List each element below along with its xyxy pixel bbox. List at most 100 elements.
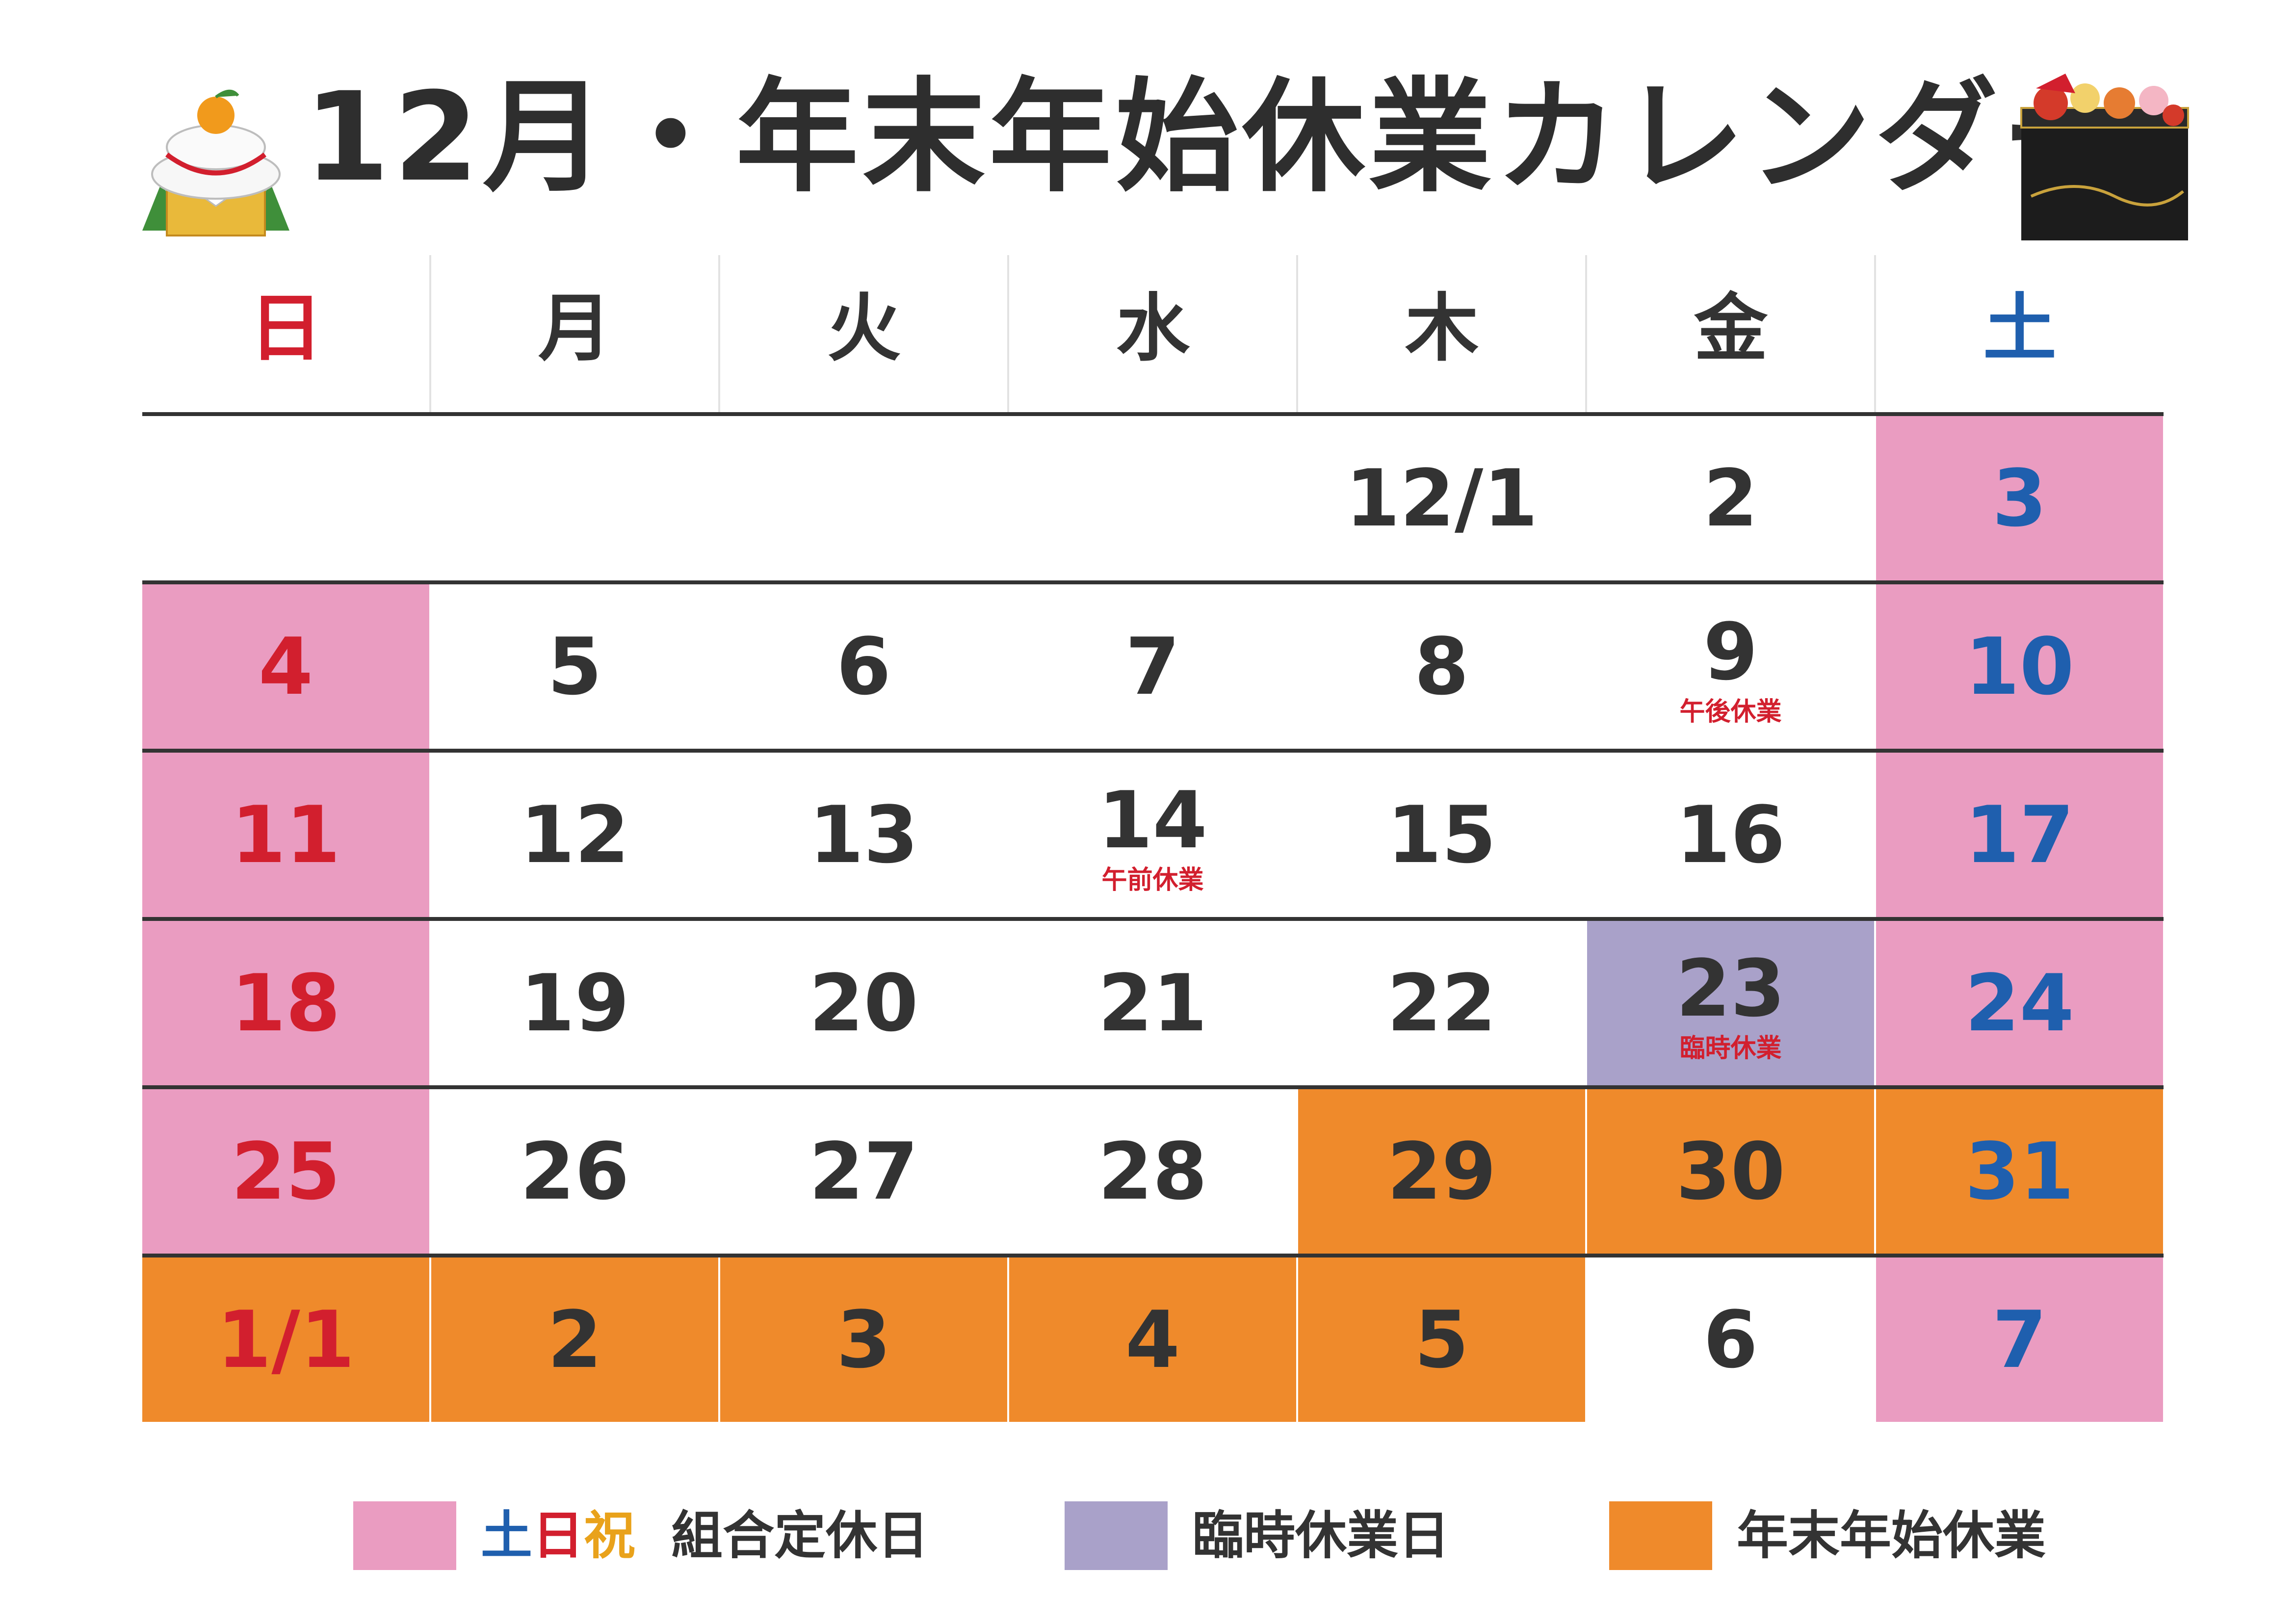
day-number: 11 xyxy=(231,788,340,881)
day-number: 4 xyxy=(1125,1293,1180,1386)
day-number: 13 xyxy=(809,788,918,881)
day-cell: 13 xyxy=(720,753,1007,917)
day-number: 12/1 xyxy=(1345,452,1538,544)
day-number: 6 xyxy=(1703,1293,1758,1386)
legend-temporary-label: 臨時休業日 xyxy=(1192,1506,1450,1566)
row-divider xyxy=(142,917,2164,921)
legend-holiday-char: 祝 xyxy=(584,1506,636,1566)
day-cell: 18 xyxy=(142,921,429,1085)
day-cell: 8 xyxy=(1298,584,1585,749)
column-divider xyxy=(718,255,720,412)
day-cell: 12 xyxy=(431,753,718,917)
weekday-wednesday: 水 xyxy=(1116,286,1190,371)
day-number: 29 xyxy=(1387,1125,1496,1217)
day-cell: 3 xyxy=(1876,416,2163,580)
day-cell: 11 xyxy=(142,753,429,917)
column-divider xyxy=(1007,255,1009,412)
day-cell: 5 xyxy=(431,584,718,749)
day-number: 22 xyxy=(1387,957,1496,1049)
weekday-sunday: 日 xyxy=(249,286,323,371)
day-cell: 22 xyxy=(1298,921,1585,1085)
day-number: 24 xyxy=(1965,957,2074,1049)
day-number: 21 xyxy=(1098,957,1207,1049)
day-cell: 7 xyxy=(1876,1257,2163,1422)
legend-year-end-swatch xyxy=(1609,1501,1712,1570)
day-number: 5 xyxy=(1414,1293,1469,1386)
day-number: 31 xyxy=(1965,1125,2074,1217)
legend-sat-char: 土 xyxy=(481,1506,533,1566)
column-divider xyxy=(1874,255,1876,412)
day-number: 2 xyxy=(547,1293,602,1386)
day-cell xyxy=(1009,416,1296,580)
day-number: 20 xyxy=(809,957,918,1049)
column-divider xyxy=(1585,255,1587,412)
day-note: 午前休業 xyxy=(1101,865,1204,895)
osechi-box-icon xyxy=(2020,74,2189,240)
day-number: 14 xyxy=(1098,774,1207,866)
day-number: 30 xyxy=(1676,1125,1785,1217)
legend-weekend-label: 土日祝 組合定休日 xyxy=(481,1501,929,1570)
column-divider xyxy=(1296,255,1298,412)
day-number: 7 xyxy=(1125,620,1180,712)
day-cell xyxy=(720,416,1007,580)
day-cell: 20 xyxy=(720,921,1007,1085)
calendar-grid: 12/1 2 3 4 5 6 7 8 9 午後休業 10 11 12 13 14 午前休業 15 16 17 18 19… xyxy=(142,416,2164,1427)
day-cell: 2 xyxy=(431,1257,718,1422)
day-cell: 6 xyxy=(1587,1257,1874,1422)
weekday-header: 日 月 火 水 木 金 土 xyxy=(142,255,2164,402)
day-cell: 1/1 xyxy=(142,1257,429,1422)
legend-weekend-text: 組合定休日 xyxy=(671,1506,929,1566)
day-cell: 4 xyxy=(1009,1257,1296,1422)
day-cell: 15 xyxy=(1298,753,1585,917)
day-number: 6 xyxy=(836,620,891,712)
day-cell: 17 xyxy=(1876,753,2163,917)
legend-sun-char: 日 xyxy=(532,1506,584,1566)
day-number: 10 xyxy=(1965,620,2074,712)
day-number: 23 xyxy=(1676,942,1785,1034)
day-cell: 16 xyxy=(1587,753,1874,917)
day-cell: 31 xyxy=(1876,1089,2163,1254)
day-number: 1/1 xyxy=(216,1293,355,1386)
day-cell: 2 xyxy=(1587,416,1874,580)
row-divider xyxy=(142,1254,2164,1257)
day-cell: 21 xyxy=(1009,921,1296,1085)
day-cell: 27 xyxy=(720,1089,1007,1254)
day-cell: 14 午前休業 xyxy=(1009,753,1296,917)
day-cell: 30 xyxy=(1587,1089,1874,1254)
day-cell: 24 xyxy=(1876,921,2163,1085)
day-number: 19 xyxy=(520,957,629,1049)
day-number: 7 xyxy=(1992,1293,2047,1386)
day-number: 3 xyxy=(1992,452,2047,544)
day-cell: 6 xyxy=(720,584,1007,749)
column-divider xyxy=(429,255,431,412)
weekday-thursday: 木 xyxy=(1405,286,1479,371)
day-cell: 12/1 xyxy=(1298,416,1585,580)
day-number: 18 xyxy=(231,957,340,1049)
day-number: 9 xyxy=(1703,605,1758,698)
day-cell: 26 xyxy=(431,1089,718,1254)
day-cell: 5 xyxy=(1298,1257,1585,1422)
legend-temporary-swatch xyxy=(1065,1501,1168,1570)
row-divider xyxy=(142,1085,2164,1089)
legend-year-end-label: 年末年始休業 xyxy=(1737,1506,2046,1566)
day-number: 16 xyxy=(1676,788,1785,881)
day-cell: 3 xyxy=(720,1257,1007,1422)
legend-weekend-swatch xyxy=(353,1501,456,1570)
day-number: 17 xyxy=(1965,788,2074,881)
day-cell: 29 xyxy=(1298,1089,1585,1254)
day-cell: 10 xyxy=(1876,584,2163,749)
weekday-tuesday: 火 xyxy=(827,286,901,371)
day-cell: 7 xyxy=(1009,584,1296,749)
day-number: 25 xyxy=(231,1125,340,1217)
day-number: 2 xyxy=(1703,452,1758,544)
day-cell: 9 午後休業 xyxy=(1587,584,1874,749)
weekday-monday: 月 xyxy=(538,286,612,371)
day-number: 28 xyxy=(1098,1125,1207,1217)
row-divider xyxy=(142,749,2164,753)
day-number: 8 xyxy=(1414,620,1469,712)
kagami-mochi-icon xyxy=(142,89,289,236)
day-cell: 19 xyxy=(431,921,718,1085)
page-title: 12月・年末年始休業カレンダー xyxy=(304,66,2128,209)
legend: 土日祝 組合定休日 臨時休業日 年末年始休業 xyxy=(0,1501,2296,1570)
day-number: 4 xyxy=(258,620,313,712)
